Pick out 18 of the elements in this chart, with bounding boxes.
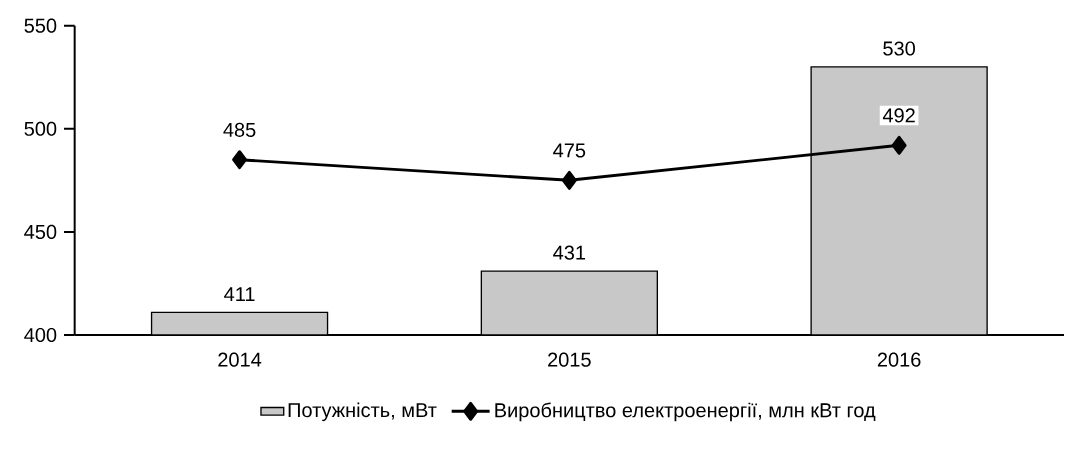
y-tick-label: 400 (24, 327, 57, 343)
legend-label: Виробництво електроенергії, млн кВт год (495, 402, 876, 422)
data-label: 475 (553, 143, 586, 158)
x-tick-label: 2015 (548, 352, 591, 367)
data-label: 431 (553, 245, 586, 260)
point (891, 135, 907, 155)
data-label: 492 (882, 108, 915, 123)
y-tick-label: 500 (24, 121, 57, 136)
legend-label: Потужність, мВт (288, 402, 437, 422)
data-label: 530 (883, 41, 915, 56)
point (232, 150, 248, 170)
x-tick-label: 2014 (218, 352, 262, 367)
y-tick-label: 550 (24, 18, 57, 33)
data-label: 411 (224, 287, 255, 301)
y-tick-label: 450 (24, 224, 57, 239)
x-tick-label: 2016 (877, 352, 921, 367)
point (561, 170, 577, 190)
data-label: 485 (223, 122, 256, 137)
